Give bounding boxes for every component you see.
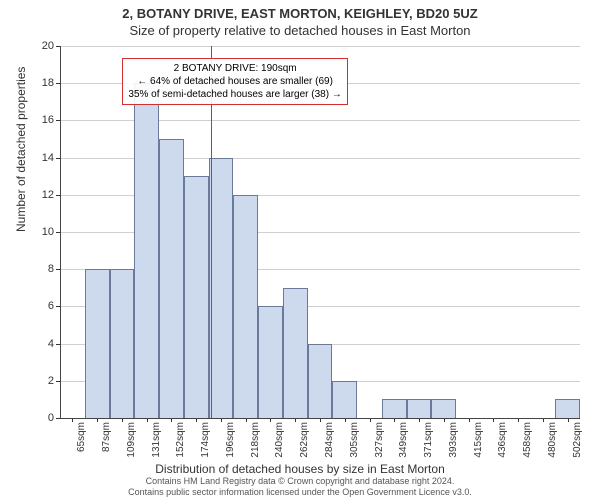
title-address: 2, BOTANY DRIVE, EAST MORTON, KEIGHLEY, …: [0, 0, 600, 23]
ytick-label: 4: [24, 338, 54, 350]
footer-line-1: Contains HM Land Registry data © Crown c…: [0, 476, 600, 487]
ytick-label: 6: [24, 300, 54, 312]
plot-region: 0246810121416182065sqm87sqm109sqm131sqm1…: [60, 46, 580, 418]
title-subtitle: Size of property relative to detached ho…: [0, 23, 600, 40]
xtick-label: 109sqm: [126, 422, 137, 458]
ytick-label: 18: [24, 77, 54, 89]
xtick-label: 393sqm: [448, 422, 459, 458]
ytick-label: 12: [24, 189, 54, 201]
ytick-label: 14: [24, 152, 54, 164]
histogram-bar: [431, 399, 456, 418]
y-axis-title: Number of detached properties: [14, 67, 28, 232]
histogram-bar: [233, 195, 258, 418]
annotation-line: 2 BOTANY DRIVE: 190sqm: [128, 62, 341, 75]
xtick-label: 65sqm: [76, 422, 87, 452]
histogram-bar: [332, 381, 357, 418]
ytick-label: 8: [24, 263, 54, 275]
histogram-bar: [407, 399, 432, 418]
ytick-label: 0: [24, 412, 54, 424]
xtick-label: 174sqm: [200, 422, 211, 458]
gridline: [60, 46, 580, 47]
xtick-label: 458sqm: [522, 422, 533, 458]
histogram-bar: [382, 399, 407, 418]
histogram-bar: [283, 288, 308, 418]
xtick-label: 502sqm: [572, 422, 583, 458]
xtick-label: 196sqm: [225, 422, 236, 458]
histogram-bar: [184, 176, 209, 418]
x-axis-title: Distribution of detached houses by size …: [0, 462, 600, 476]
chart-area: 0246810121416182065sqm87sqm109sqm131sqm1…: [60, 46, 580, 418]
ytick-label: 10: [24, 226, 54, 238]
xtick-label: 415sqm: [473, 422, 484, 458]
ytick-label: 2: [24, 375, 54, 387]
histogram-bar: [555, 399, 580, 418]
xtick-label: 349sqm: [398, 422, 409, 458]
histogram-bar: [159, 139, 184, 418]
xtick-label: 131sqm: [151, 422, 162, 458]
xtick-label: 152sqm: [175, 422, 186, 458]
histogram-bar: [308, 344, 333, 418]
xtick-label: 305sqm: [349, 422, 360, 458]
xtick-label: 262sqm: [299, 422, 310, 458]
histogram-bar: [258, 306, 283, 418]
footer-line-2: Contains public sector information licen…: [0, 487, 600, 498]
xtick-label: 87sqm: [101, 422, 112, 452]
x-axis-line: [60, 418, 580, 419]
xtick-label: 284sqm: [324, 422, 335, 458]
histogram-bar: [134, 83, 159, 418]
y-axis-line: [60, 46, 61, 418]
xtick-label: 480sqm: [547, 422, 558, 458]
xtick-label: 240sqm: [274, 422, 285, 458]
xtick-label: 327sqm: [374, 422, 385, 458]
histogram-bar: [209, 158, 234, 418]
annotation-line: 35% of semi-detached houses are larger (…: [128, 88, 341, 101]
ytick-label: 16: [24, 114, 54, 126]
footer-attribution: Contains HM Land Registry data © Crown c…: [0, 476, 600, 498]
xtick-label: 371sqm: [423, 422, 434, 458]
annotation-line: ← 64% of detached houses are smaller (69…: [128, 75, 341, 88]
histogram-bar: [85, 269, 110, 418]
annotation-box: 2 BOTANY DRIVE: 190sqm← 64% of detached …: [122, 58, 347, 105]
xtick-label: 436sqm: [497, 422, 508, 458]
ytick-label: 20: [24, 40, 54, 52]
xtick-label: 218sqm: [250, 422, 261, 458]
histogram-bar: [110, 269, 135, 418]
